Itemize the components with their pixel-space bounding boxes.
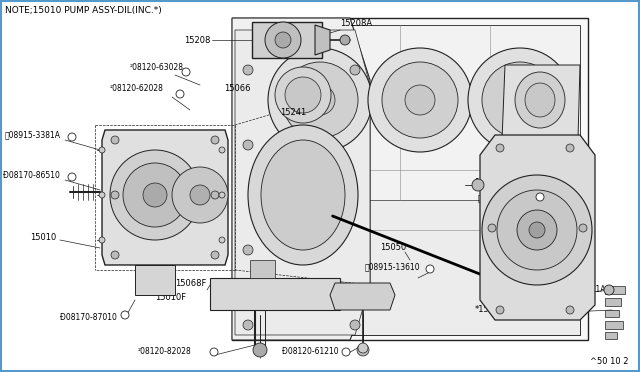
- Text: Ð08120-61210: Ð08120-61210: [282, 347, 339, 356]
- Polygon shape: [605, 286, 625, 294]
- Circle shape: [111, 136, 119, 144]
- Circle shape: [99, 147, 105, 153]
- Text: *15132: *15132: [475, 305, 506, 314]
- Circle shape: [121, 311, 129, 319]
- Polygon shape: [605, 298, 621, 306]
- Text: Ⓝ08320-61812: Ⓝ08320-61812: [478, 193, 533, 202]
- Circle shape: [123, 163, 187, 227]
- Polygon shape: [240, 25, 580, 335]
- Text: 15050: 15050: [380, 243, 406, 251]
- Circle shape: [211, 191, 219, 199]
- Text: 00933-1161A: 00933-1161A: [555, 285, 607, 295]
- Text: ²08120-82028: ²08120-82028: [138, 347, 192, 356]
- Circle shape: [405, 85, 435, 115]
- Circle shape: [243, 320, 253, 330]
- Text: ⓜ08915-3381A: ⓜ08915-3381A: [5, 131, 61, 140]
- Circle shape: [350, 320, 360, 330]
- Circle shape: [482, 175, 592, 285]
- Text: 15238G: 15238G: [474, 177, 507, 186]
- Circle shape: [176, 90, 184, 98]
- Text: 15010: 15010: [30, 232, 56, 241]
- Circle shape: [358, 343, 368, 353]
- Polygon shape: [102, 130, 228, 265]
- Ellipse shape: [525, 83, 555, 117]
- Ellipse shape: [275, 67, 331, 123]
- Circle shape: [219, 237, 225, 243]
- Circle shape: [268, 48, 372, 152]
- Text: Ð08170-87010: Ð08170-87010: [60, 314, 117, 323]
- Circle shape: [265, 22, 301, 58]
- Circle shape: [253, 343, 267, 357]
- Text: 15241: 15241: [280, 108, 307, 116]
- Circle shape: [566, 144, 574, 152]
- Text: 15066: 15066: [224, 83, 250, 93]
- Ellipse shape: [285, 77, 321, 113]
- Polygon shape: [232, 18, 588, 340]
- Circle shape: [529, 222, 545, 238]
- Text: ⓜ08915-13610: ⓜ08915-13610: [365, 263, 420, 272]
- Circle shape: [579, 224, 587, 232]
- Text: ²08120-62028: ²08120-62028: [110, 83, 164, 93]
- Circle shape: [496, 306, 504, 314]
- Circle shape: [219, 192, 225, 198]
- Circle shape: [111, 251, 119, 259]
- Text: PLUG プラグ: PLUG プラグ: [555, 298, 591, 308]
- Polygon shape: [235, 30, 370, 335]
- Circle shape: [342, 348, 350, 356]
- Circle shape: [243, 140, 253, 150]
- Circle shape: [368, 48, 472, 152]
- Circle shape: [536, 193, 544, 201]
- Text: NOTE;15010 PUMP ASSY-DIL(INC.*): NOTE;15010 PUMP ASSY-DIL(INC.*): [5, 6, 162, 15]
- Polygon shape: [502, 65, 580, 140]
- Ellipse shape: [515, 72, 565, 128]
- Circle shape: [468, 48, 572, 152]
- Circle shape: [482, 62, 558, 138]
- Text: 15208: 15208: [184, 35, 210, 45]
- Circle shape: [243, 65, 253, 75]
- Circle shape: [68, 133, 76, 141]
- Circle shape: [99, 237, 105, 243]
- Text: 15068F: 15068F: [175, 279, 206, 288]
- Polygon shape: [480, 135, 595, 320]
- Circle shape: [68, 173, 76, 181]
- Circle shape: [496, 144, 504, 152]
- Circle shape: [182, 68, 190, 76]
- Polygon shape: [605, 332, 617, 339]
- Text: ²08120-63028: ²08120-63028: [130, 62, 184, 71]
- Text: 15010F: 15010F: [155, 294, 186, 302]
- Ellipse shape: [261, 140, 345, 250]
- Circle shape: [357, 344, 369, 356]
- Polygon shape: [232, 18, 370, 340]
- Circle shape: [111, 191, 119, 199]
- Polygon shape: [315, 25, 330, 55]
- Text: 15208A: 15208A: [340, 19, 372, 28]
- Circle shape: [282, 62, 358, 138]
- Polygon shape: [605, 321, 623, 329]
- Circle shape: [210, 348, 218, 356]
- Circle shape: [219, 147, 225, 153]
- Circle shape: [110, 150, 200, 240]
- Circle shape: [488, 224, 496, 232]
- Circle shape: [497, 190, 577, 270]
- Circle shape: [426, 265, 434, 273]
- Circle shape: [340, 35, 350, 45]
- Circle shape: [517, 210, 557, 250]
- Circle shape: [350, 65, 360, 75]
- Circle shape: [472, 179, 484, 191]
- Circle shape: [143, 183, 167, 207]
- Polygon shape: [330, 283, 395, 310]
- Circle shape: [305, 85, 335, 115]
- Circle shape: [275, 32, 291, 48]
- Circle shape: [211, 136, 219, 144]
- Circle shape: [382, 62, 458, 138]
- Polygon shape: [135, 265, 175, 295]
- Circle shape: [172, 167, 228, 223]
- Polygon shape: [210, 278, 340, 310]
- Polygon shape: [250, 260, 275, 278]
- Text: ^50 10 2: ^50 10 2: [590, 357, 628, 366]
- Text: Ð08170-86510: Ð08170-86510: [3, 170, 60, 180]
- Ellipse shape: [248, 125, 358, 265]
- Circle shape: [211, 251, 219, 259]
- Polygon shape: [605, 310, 619, 317]
